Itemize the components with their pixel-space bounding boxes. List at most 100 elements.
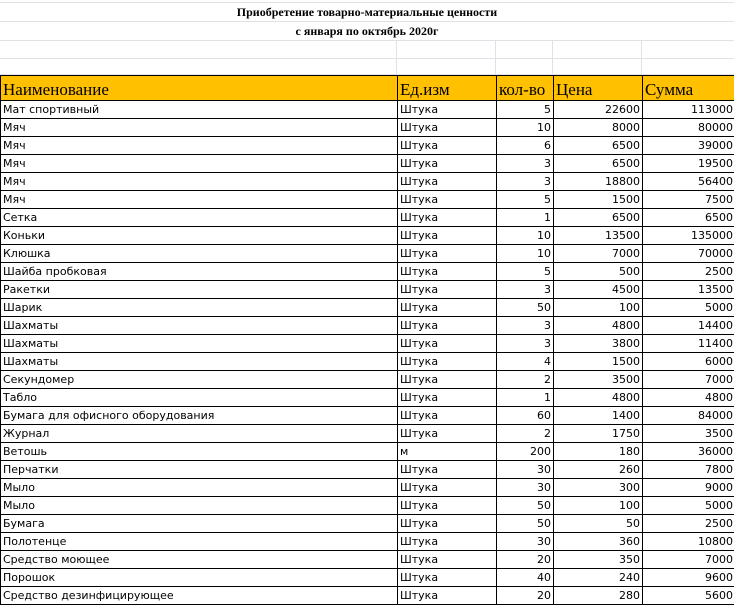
cell-unit[interactable]: Штука <box>398 515 497 533</box>
cell-unit[interactable]: Штука <box>398 533 497 551</box>
cell-sum[interactable]: 7000 <box>643 371 734 389</box>
cell-name[interactable]: Средство моющее <box>1 551 398 569</box>
cell-unit[interactable]: Штука <box>398 389 497 407</box>
cell-qty[interactable]: 10 <box>497 119 554 137</box>
empty-row[interactable] <box>0 59 734 75</box>
cell-qty[interactable]: 2 <box>497 425 554 443</box>
cell-sum[interactable]: 7500 <box>643 191 734 209</box>
cell-name[interactable]: Мыло <box>1 497 398 515</box>
cell-sum[interactable]: 5000 <box>643 299 734 317</box>
cell-price[interactable]: 6500 <box>554 137 643 155</box>
cell-price[interactable]: 240 <box>554 569 643 587</box>
cell-qty[interactable]: 30 <box>497 461 554 479</box>
cell-qty[interactable]: 3 <box>497 155 554 173</box>
empty-row[interactable] <box>0 41 734 59</box>
cell-sum[interactable]: 7800 <box>643 461 734 479</box>
cell-sum[interactable]: 11400 <box>643 335 734 353</box>
cell-sum[interactable]: 6500 <box>643 209 734 227</box>
cell-price[interactable]: 50 <box>554 515 643 533</box>
cell-unit[interactable]: Штука <box>398 407 497 425</box>
cell-unit[interactable]: Штука <box>398 335 497 353</box>
cell-name[interactable]: Мат спортивный <box>1 101 398 119</box>
cell-sum[interactable]: 113000 <box>643 101 734 119</box>
cell-price[interactable]: 100 <box>554 497 643 515</box>
cell-unit[interactable]: Штука <box>398 551 497 569</box>
cell-name[interactable]: Шайба пробковая <box>1 263 398 281</box>
cell-qty[interactable]: 10 <box>497 245 554 263</box>
cell-qty[interactable]: 40 <box>497 569 554 587</box>
cell-sum[interactable]: 7000 <box>643 551 734 569</box>
cell-name[interactable]: Шарик <box>1 299 398 317</box>
cell-price[interactable]: 4800 <box>554 389 643 407</box>
cell-price[interactable]: 7000 <box>554 245 643 263</box>
cell-price[interactable]: 180 <box>554 443 643 461</box>
cell-unit[interactable]: Штука <box>398 425 497 443</box>
cell-unit[interactable]: Штука <box>398 119 497 137</box>
cell-unit[interactable]: Штука <box>398 263 497 281</box>
cell-sum[interactable]: 10800 <box>643 533 734 551</box>
cell-sum[interactable]: 36000 <box>643 443 734 461</box>
cell-price[interactable]: 3800 <box>554 335 643 353</box>
cell-qty[interactable]: 10 <box>497 227 554 245</box>
cell-unit[interactable]: Штука <box>398 245 497 263</box>
cell-unit[interactable]: Штука <box>398 461 497 479</box>
cell-price[interactable]: 360 <box>554 533 643 551</box>
cell-name[interactable]: Клюшка <box>1 245 398 263</box>
cell-unit[interactable]: Штука <box>398 353 497 371</box>
cell-price[interactable]: 4500 <box>554 281 643 299</box>
cell-qty[interactable]: 50 <box>497 299 554 317</box>
cell-qty[interactable]: 50 <box>497 515 554 533</box>
cell-qty[interactable]: 50 <box>497 497 554 515</box>
cell-unit[interactable]: Штука <box>398 569 497 587</box>
cell-sum[interactable]: 19500 <box>643 155 734 173</box>
cell-name[interactable]: Шахматы <box>1 335 398 353</box>
cell-unit[interactable]: Штука <box>398 371 497 389</box>
cell-name[interactable]: Сетка <box>1 209 398 227</box>
header-sum[interactable]: Сумма <box>643 76 734 101</box>
cell-unit[interactable]: Штука <box>398 281 497 299</box>
cell-sum[interactable]: 135000 <box>643 227 734 245</box>
cell-unit[interactable]: Штука <box>398 209 497 227</box>
cell-unit[interactable]: Штука <box>398 497 497 515</box>
cell-qty[interactable]: 5 <box>497 101 554 119</box>
cell-price[interactable]: 300 <box>554 479 643 497</box>
cell-unit[interactable]: Штука <box>398 155 497 173</box>
cell-unit[interactable]: Штука <box>398 317 497 335</box>
cell-qty[interactable]: 30 <box>497 533 554 551</box>
cell-price[interactable]: 350 <box>554 551 643 569</box>
cell-qty[interactable]: 30 <box>497 479 554 497</box>
cell-sum[interactable]: 39000 <box>643 137 734 155</box>
cell-name[interactable]: Порошок <box>1 569 398 587</box>
cell-sum[interactable]: 84000 <box>643 407 734 425</box>
cell-price[interactable]: 6500 <box>554 155 643 173</box>
cell-qty[interactable]: 3 <box>497 317 554 335</box>
cell-name[interactable]: Табло <box>1 389 398 407</box>
cell-name[interactable]: Секундомер <box>1 371 398 389</box>
cell-price[interactable]: 3500 <box>554 371 643 389</box>
cell-name[interactable]: Шахматы <box>1 317 398 335</box>
cell-price[interactable]: 100 <box>554 299 643 317</box>
cell-name[interactable]: Бумага <box>1 515 398 533</box>
cell-name[interactable]: Мяч <box>1 191 398 209</box>
cell-price[interactable]: 1400 <box>554 407 643 425</box>
title-line-2[interactable]: с января по октябрь 2020г <box>0 22 734 41</box>
cell-qty[interactable]: 60 <box>497 407 554 425</box>
cell-sum[interactable]: 14400 <box>643 317 734 335</box>
cell-qty[interactable]: 1 <box>497 209 554 227</box>
cell-sum[interactable]: 13500 <box>643 281 734 299</box>
cell-name[interactable]: Ветошь <box>1 443 398 461</box>
cell-qty[interactable]: 5 <box>497 263 554 281</box>
cell-price[interactable]: 260 <box>554 461 643 479</box>
cell-price[interactable]: 6500 <box>554 209 643 227</box>
cell-price[interactable]: 1500 <box>554 353 643 371</box>
cell-name[interactable]: Коньки <box>1 227 398 245</box>
cell-qty[interactable]: 5 <box>497 191 554 209</box>
cell-price[interactable]: 8000 <box>554 119 643 137</box>
cell-qty[interactable]: 20 <box>497 551 554 569</box>
header-price[interactable]: Цена <box>554 76 643 101</box>
cell-sum[interactable]: 2500 <box>643 515 734 533</box>
title-line-1[interactable]: Приобретение товарно-материальные ценнос… <box>0 3 734 22</box>
cell-unit[interactable]: Штука <box>398 173 497 191</box>
header-unit[interactable]: Ед.изм <box>398 76 497 101</box>
cell-sum[interactable]: 70000 <box>643 245 734 263</box>
